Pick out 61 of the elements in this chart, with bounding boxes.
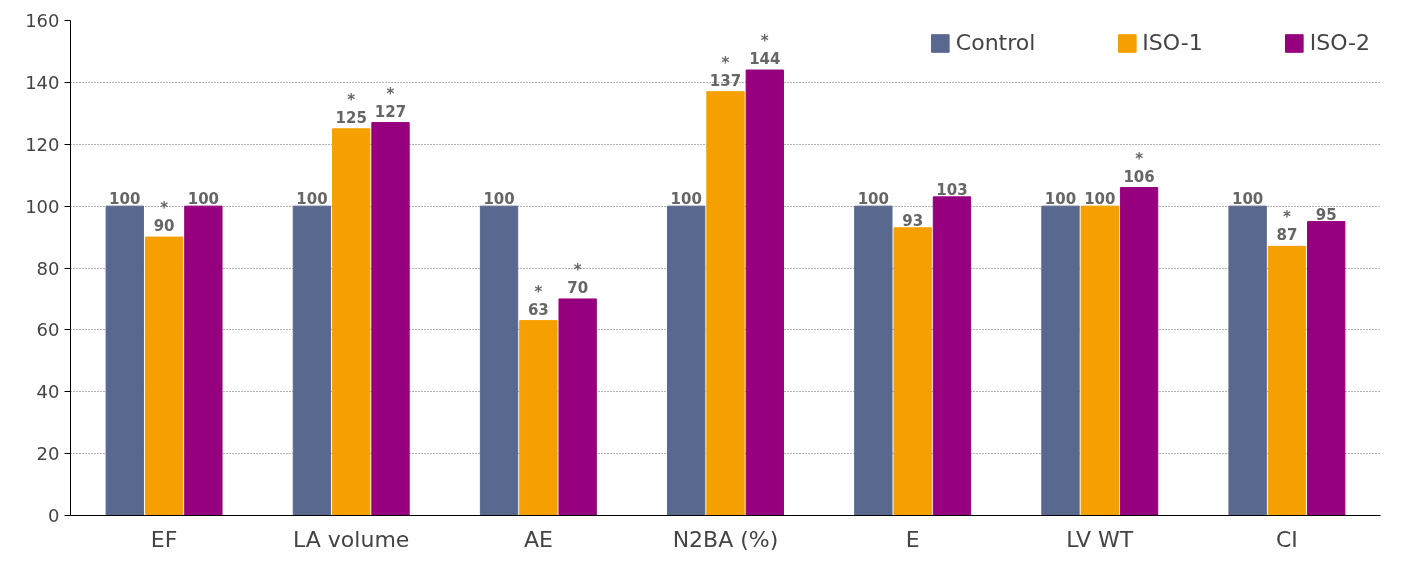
data-label: * 87 [1276,208,1298,245]
y-tick-label: 20 [36,443,60,465]
bar [1119,187,1159,516]
bar [1228,205,1267,516]
x-tick-label: LV WT [1066,526,1134,552]
data-label: * 125 [335,90,367,127]
bar [371,122,410,516]
x-tick-label: AE [523,526,553,552]
data-label: 100 [1084,190,1116,209]
y-tick-label: 100 [25,195,60,217]
data-label: 100 [109,190,141,209]
bar [667,205,706,516]
data-label: 95 [1315,205,1337,224]
bar [144,236,184,516]
y-tick-label: 40 [36,381,60,403]
data-label: * 106 [1123,149,1155,186]
y-tick-label: 60 [36,319,60,341]
data-label: 100 [857,190,889,209]
bar [706,91,745,516]
bar [854,205,893,516]
legend-label: ISO-1 [1142,30,1203,55]
bar [558,298,597,516]
bar [1080,205,1119,516]
bar [184,205,223,516]
bar [105,205,144,516]
legend-label: ISO-2 [1309,30,1370,55]
y-tick-label: 80 [36,257,60,279]
data-label: 100 [483,190,515,209]
bar [1307,221,1346,516]
x-tick-label: LA volume [293,526,410,552]
y-tick-label: 120 [25,133,60,155]
y-tick-label: 140 [25,71,60,93]
bar [1267,245,1307,516]
bar [893,227,932,516]
y-tick-label: 0 [48,505,60,526]
x-tick-label: EF [150,526,178,552]
bar [745,69,784,516]
data-label: * 144 [749,32,781,68]
data-label: 93 [902,211,924,230]
data-label: * 70 [567,260,589,297]
data-label: 100 [296,190,328,209]
data-label: 100 [1044,190,1077,209]
bar [1041,205,1080,516]
x-tick-label: E [905,526,920,552]
y-tick-label: 160 [25,10,60,31]
bar [332,128,371,516]
bar [932,196,972,516]
bar [292,205,332,516]
legend-label: Control [955,30,1036,55]
data-label: 100 [670,190,702,209]
bar [519,320,558,516]
data-label: * 137 [709,53,742,90]
bar [479,205,519,516]
data-label: * 63 [527,282,549,319]
x-tick-label: N2BA (%) [672,526,779,552]
data-label: * 127 [374,84,407,121]
data-label: 100 [187,190,220,209]
data-label: 100 [1231,190,1264,209]
data-label: 103 [936,180,968,199]
x-tick-label: CI [1276,526,1298,552]
data-label: * 90 [153,199,175,236]
